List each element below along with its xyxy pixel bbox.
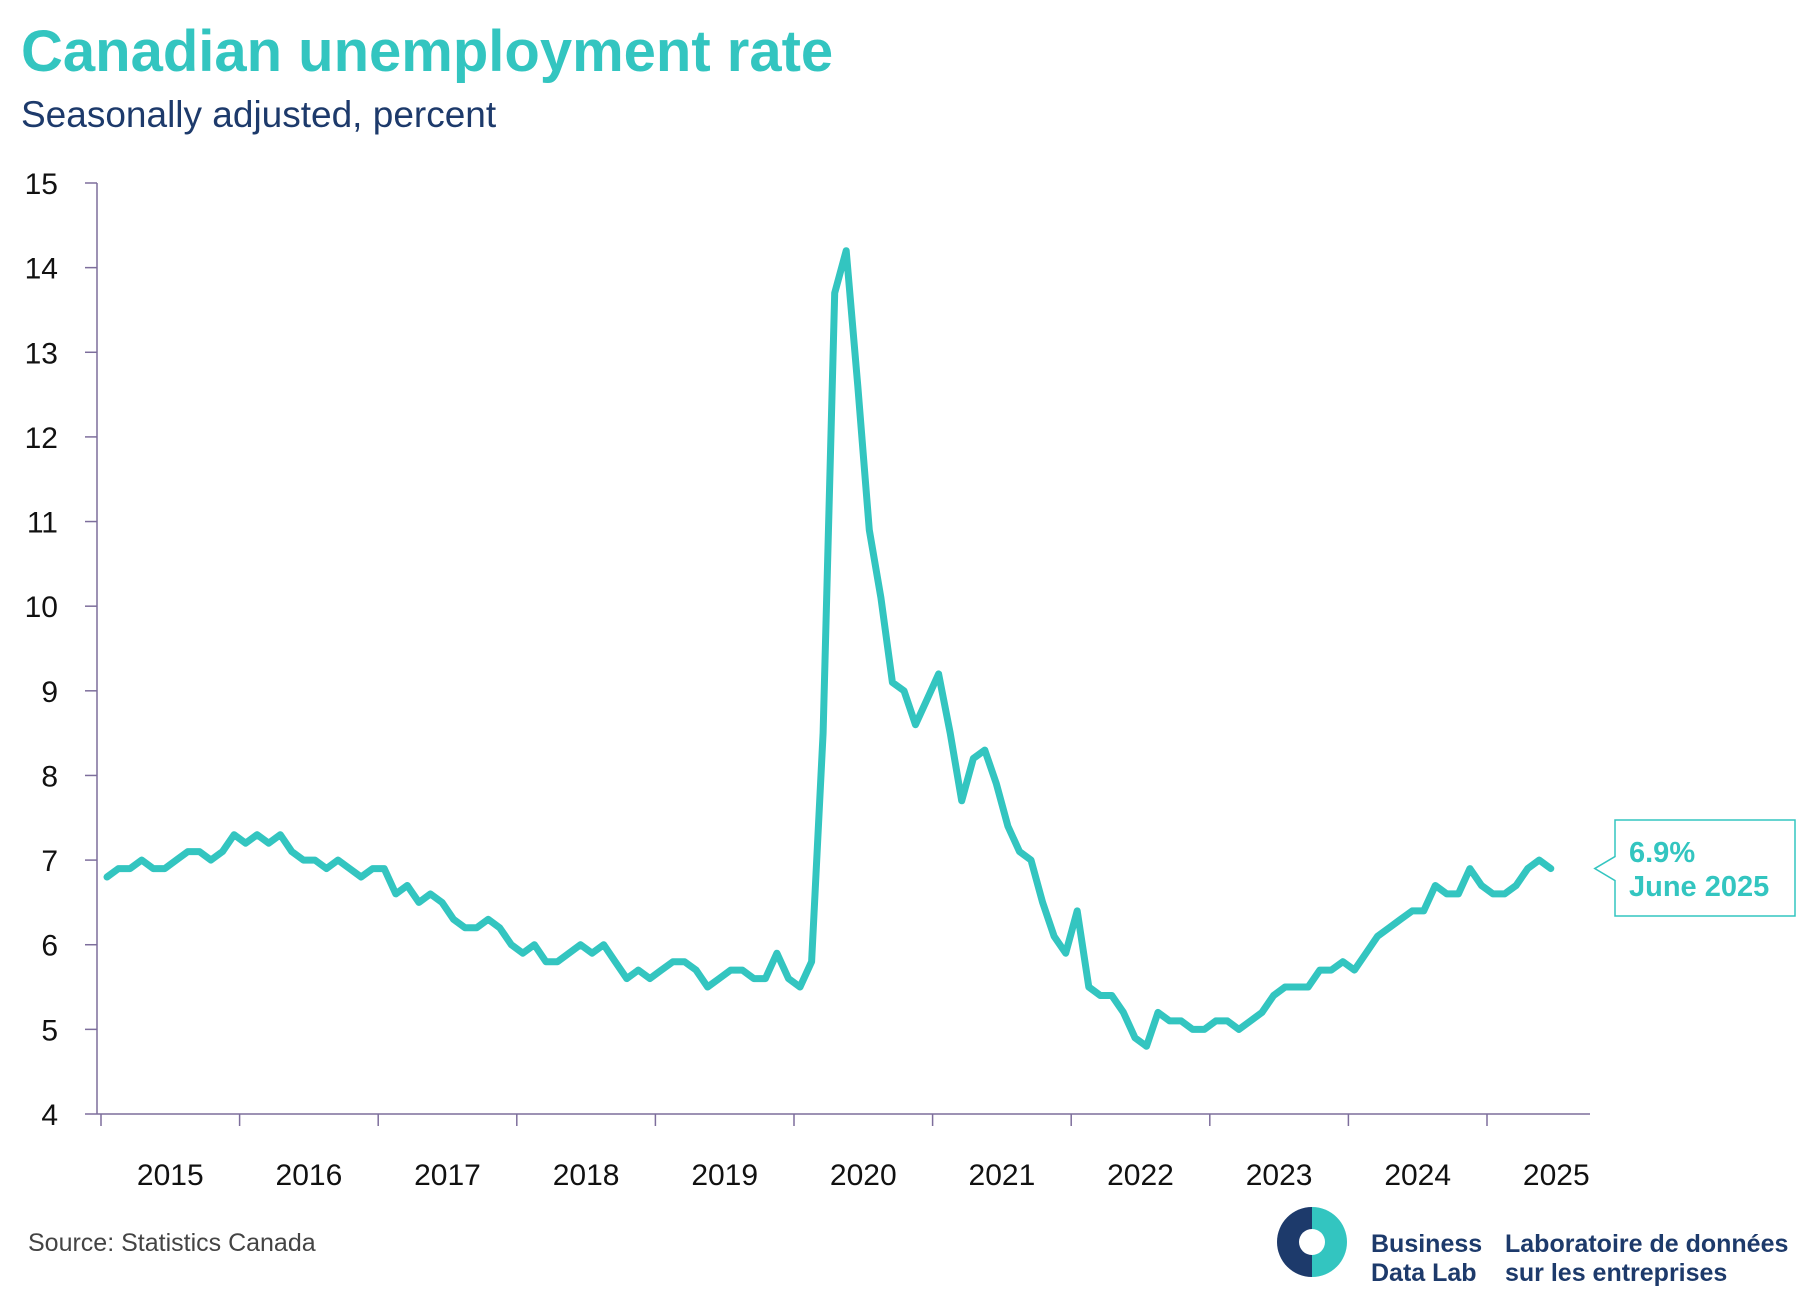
logo-en-line1: Business	[1371, 1230, 1483, 1258]
y-tick-label-8: 8	[41, 760, 58, 793]
y-tick-label-5: 5	[41, 1014, 58, 1047]
callout-date-label: June 2025	[1629, 871, 1769, 903]
source-note: Source: Statistics Canada	[28, 1229, 316, 1257]
series-line-0	[103, 247, 1555, 1050]
latest-value-callout: 6.9% June 2025	[1593, 819, 1796, 917]
x-tick-label-2023: 2023	[1246, 1159, 1313, 1192]
y-tick-label-14: 14	[25, 253, 58, 286]
y-tick-label-15: 15	[25, 168, 58, 201]
x-tick-label-2025: 2025	[1523, 1159, 1590, 1192]
logo-left-half-icon	[1277, 1207, 1312, 1277]
x-tick-label-2016: 2016	[276, 1159, 343, 1192]
x-tick-label-2022: 2022	[1107, 1159, 1174, 1192]
x-tick-label-2017: 2017	[414, 1159, 481, 1192]
logo-right-half-icon	[1312, 1207, 1347, 1277]
callout-box	[1593, 819, 1796, 917]
callout-value-label: 6.9%	[1629, 837, 1695, 869]
x-tick-label-2024: 2024	[1384, 1159, 1451, 1192]
y-tick-label-11: 11	[27, 507, 58, 540]
x-tick-label-2019: 2019	[691, 1159, 758, 1192]
y-tick-label-9: 9	[41, 676, 58, 709]
y-tick-label-12: 12	[25, 422, 58, 455]
x-tick-label-2021: 2021	[969, 1159, 1036, 1192]
logo-text-english: Business Data Lab	[1371, 1230, 1482, 1288]
x-tick-label-2018: 2018	[553, 1159, 620, 1192]
y-tick-label-6: 6	[41, 930, 58, 963]
series-layer	[103, 247, 1555, 1050]
logo-fr-line1: Laboratoire de données	[1505, 1230, 1789, 1258]
chart-title: Canadian unemployment rate	[21, 19, 834, 84]
logo-en-line2: Data Lab	[1371, 1259, 1477, 1287]
y-tick-label-10: 10	[25, 591, 58, 624]
y-axis: 4 5 6 7 8 9 10 11 12 13 14 15	[25, 168, 98, 1132]
business-data-lab-logo	[1277, 1207, 1347, 1277]
y-tick-label-13: 13	[25, 337, 58, 370]
y-tick-label-7: 7	[41, 845, 58, 878]
logo-fr-line2: sur les entreprises	[1505, 1259, 1728, 1287]
logo-center-icon	[1299, 1229, 1325, 1255]
x-axis: 2015 2016 2017 2018 2019 2020 2021 2022 2023 2024…	[97, 1113, 1590, 1192]
x-tick-label-2015: 2015	[137, 1159, 204, 1192]
logo-text-french: Laboratoire de données sur les entrepris…	[1505, 1230, 1788, 1288]
chart-subtitle: Seasonally adjusted, percent	[21, 94, 497, 135]
y-tick-label-4: 4	[41, 1099, 58, 1132]
x-tick-label-2020: 2020	[830, 1159, 897, 1192]
